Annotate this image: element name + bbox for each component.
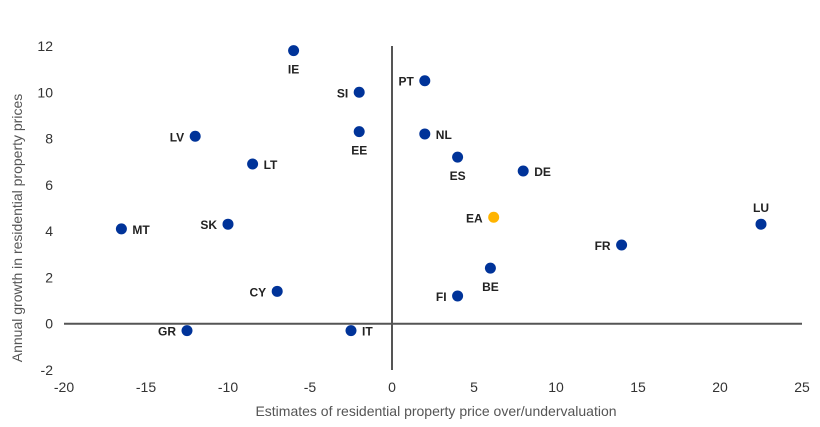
point-label-mt: MT (132, 223, 150, 237)
x-tick-label: -15 (136, 379, 156, 395)
point-gr (181, 325, 193, 337)
point-label-ee: EE (351, 144, 367, 158)
point-ie (288, 45, 300, 57)
point-label-gr: GR (158, 325, 176, 339)
zero-axes (64, 46, 802, 370)
x-tick-label: 5 (470, 379, 478, 395)
point-label-de: DE (534, 165, 551, 179)
point-sk (222, 218, 234, 230)
y-tick-label: 12 (37, 38, 53, 54)
point-ea (488, 211, 500, 223)
point-ee (353, 126, 365, 138)
point-fi (452, 290, 464, 302)
point-label-lv: LV (170, 130, 184, 144)
y-axis-title: Annual growth in residential property pr… (9, 94, 25, 362)
x-tick-label: -20 (54, 379, 74, 395)
y-tick-label: 10 (37, 84, 53, 100)
x-tick-label: 20 (712, 379, 728, 395)
point-label-be: BE (482, 280, 499, 294)
point-mt (115, 223, 127, 235)
point-labels: IE SI PT LV EE NL LT ES DE MT SK EA LU FR BE CY FI GR IT (132, 63, 769, 339)
point-nl (419, 128, 431, 140)
x-tick-label: -5 (304, 379, 317, 395)
x-axis-title: Estimates of residential property price … (255, 403, 616, 419)
point-it (345, 325, 357, 337)
y-tick-label: 4 (45, 223, 53, 239)
point-label-fi: FI (436, 290, 447, 304)
point-label-sk: SK (200, 218, 217, 232)
y-tick-label: 0 (45, 316, 53, 332)
y-tick-labels: -2 0 2 4 6 8 10 12 (37, 38, 53, 378)
y-tick-label: 8 (45, 131, 53, 147)
y-tick-label: -2 (41, 362, 54, 378)
point-label-nl: NL (436, 128, 452, 142)
x-tick-labels: -20 -15 -10 -5 0 5 10 15 20 25 (54, 379, 810, 395)
point-label-lt: LT (264, 158, 278, 172)
x-tick-label: 25 (794, 379, 810, 395)
y-tick-label: 6 (45, 177, 53, 193)
data-points (115, 45, 767, 337)
point-es (452, 151, 464, 163)
point-label-ea: EA (466, 211, 483, 225)
point-de (517, 165, 529, 177)
point-lt (247, 158, 259, 170)
point-lv (189, 130, 201, 142)
y-tick-label: 2 (45, 269, 53, 285)
point-label-pt: PT (398, 75, 414, 89)
point-label-es: ES (450, 169, 466, 183)
point-be (484, 262, 496, 274)
point-fr (616, 239, 628, 251)
point-lu (755, 218, 767, 230)
x-tick-label: -10 (218, 379, 238, 395)
point-label-fr: FR (595, 239, 611, 253)
point-label-it: IT (362, 325, 373, 339)
point-cy (271, 285, 283, 297)
point-label-lu: LU (753, 201, 769, 215)
x-tick-label: 15 (630, 379, 646, 395)
point-pt (419, 75, 431, 87)
point-label-cy: CY (250, 285, 267, 299)
point-si (353, 86, 365, 98)
point-label-si: SI (337, 86, 348, 100)
x-tick-label: 10 (548, 379, 564, 395)
x-tick-label: 0 (388, 379, 396, 395)
point-label-ie: IE (288, 63, 299, 77)
